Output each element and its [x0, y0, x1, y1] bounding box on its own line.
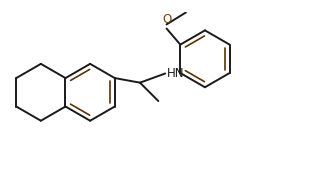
Text: HN: HN — [167, 67, 184, 80]
Text: O: O — [162, 13, 171, 26]
